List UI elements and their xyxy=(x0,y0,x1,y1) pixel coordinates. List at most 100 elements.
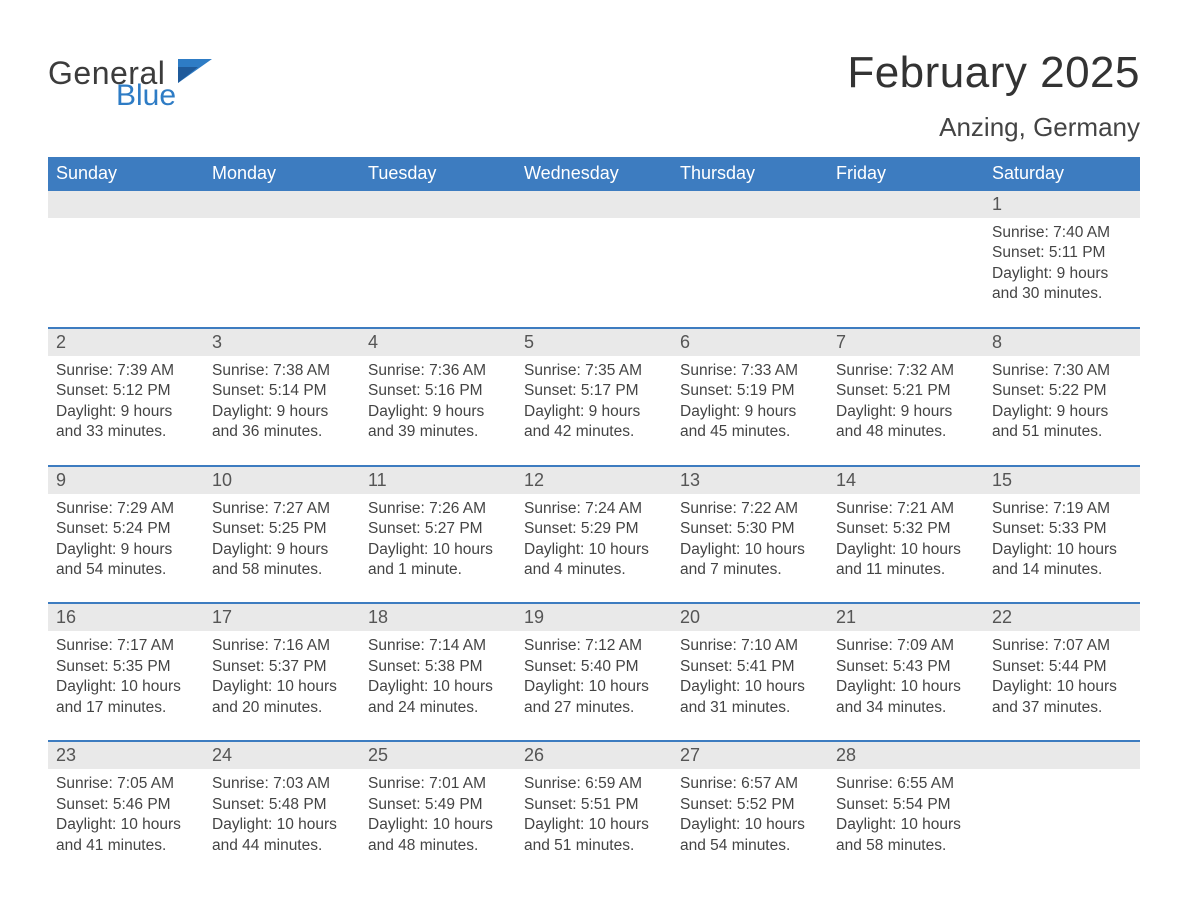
day-detail-line: Daylight: 10 hours xyxy=(836,677,976,697)
day-detail-line: Sunset: 5:51 PM xyxy=(524,795,664,815)
day-detail: Sunrise: 7:26 AMSunset: 5:27 PMDaylight:… xyxy=(360,494,516,591)
day-detail-line: Sunset: 5:17 PM xyxy=(524,381,664,401)
day-detail-line: Sunrise: 7:09 AM xyxy=(836,636,976,656)
day-detail xyxy=(984,769,1140,866)
day-detail: Sunrise: 7:07 AMSunset: 5:44 PMDaylight:… xyxy=(984,631,1140,728)
day-number: 28 xyxy=(828,742,984,769)
day-detail-line: Sunset: 5:37 PM xyxy=(212,657,352,677)
day-number: 19 xyxy=(516,604,672,631)
day-detail-line: and 24 minutes. xyxy=(368,698,508,718)
day-detail-line: and 41 minutes. xyxy=(56,836,196,856)
page-header: General Blue February 2025 Anzing, Germa… xyxy=(48,48,1140,143)
day-detail-line: Sunset: 5:32 PM xyxy=(836,519,976,539)
day-number xyxy=(516,191,672,218)
day-detail: Sunrise: 7:39 AMSunset: 5:12 PMDaylight:… xyxy=(48,356,204,453)
day-number xyxy=(828,191,984,218)
calendar-week: 16171819202122Sunrise: 7:17 AMSunset: 5:… xyxy=(48,602,1140,728)
day-detail-line: Sunset: 5:41 PM xyxy=(680,657,820,677)
day-number: 25 xyxy=(360,742,516,769)
day-detail-line: Sunrise: 7:17 AM xyxy=(56,636,196,656)
day-number: 6 xyxy=(672,329,828,356)
day-detail-line: Daylight: 9 hours xyxy=(992,264,1132,284)
day-number xyxy=(672,191,828,218)
day-detail xyxy=(516,218,672,315)
day-detail-line: and 17 minutes. xyxy=(56,698,196,718)
day-detail: Sunrise: 7:33 AMSunset: 5:19 PMDaylight:… xyxy=(672,356,828,453)
day-number: 8 xyxy=(984,329,1140,356)
day-detail: Sunrise: 7:21 AMSunset: 5:32 PMDaylight:… xyxy=(828,494,984,591)
day-number: 22 xyxy=(984,604,1140,631)
day-detail-line: Daylight: 10 hours xyxy=(680,540,820,560)
day-detail-line: Sunrise: 7:14 AM xyxy=(368,636,508,656)
logo: General Blue xyxy=(48,48,212,111)
day-detail-line: Sunset: 5:30 PM xyxy=(680,519,820,539)
day-number: 1 xyxy=(984,191,1140,218)
day-number: 24 xyxy=(204,742,360,769)
day-detail-line: Daylight: 9 hours xyxy=(212,540,352,560)
day-detail-line: and 44 minutes. xyxy=(212,836,352,856)
day-number xyxy=(204,191,360,218)
day-detail-line: Daylight: 10 hours xyxy=(680,677,820,697)
day-detail-line: Sunset: 5:21 PM xyxy=(836,381,976,401)
day-detail-line: Daylight: 9 hours xyxy=(368,402,508,422)
day-detail: Sunrise: 7:24 AMSunset: 5:29 PMDaylight:… xyxy=(516,494,672,591)
day-number: 23 xyxy=(48,742,204,769)
day-detail: Sunrise: 7:36 AMSunset: 5:16 PMDaylight:… xyxy=(360,356,516,453)
day-detail: Sunrise: 7:27 AMSunset: 5:25 PMDaylight:… xyxy=(204,494,360,591)
day-number: 7 xyxy=(828,329,984,356)
calendar-week: 9101112131415Sunrise: 7:29 AMSunset: 5:2… xyxy=(48,465,1140,591)
flag-icon xyxy=(178,59,212,83)
day-number xyxy=(360,191,516,218)
day-detail-line: and 31 minutes. xyxy=(680,698,820,718)
day-detail-line: Sunset: 5:14 PM xyxy=(212,381,352,401)
day-detail-line: Sunset: 5:29 PM xyxy=(524,519,664,539)
day-detail xyxy=(204,218,360,315)
day-detail-line: Sunset: 5:19 PM xyxy=(680,381,820,401)
day-detail-line: Sunrise: 6:55 AM xyxy=(836,774,976,794)
day-number: 12 xyxy=(516,467,672,494)
day-number: 4 xyxy=(360,329,516,356)
day-detail-line: Sunrise: 7:10 AM xyxy=(680,636,820,656)
day-detail-line: Daylight: 10 hours xyxy=(212,677,352,697)
day-detail-line: and 14 minutes. xyxy=(992,560,1132,580)
day-detail: Sunrise: 7:29 AMSunset: 5:24 PMDaylight:… xyxy=(48,494,204,591)
day-number: 14 xyxy=(828,467,984,494)
day-detail-line: and 30 minutes. xyxy=(992,284,1132,304)
day-detail-line: Sunrise: 7:21 AM xyxy=(836,499,976,519)
day-detail-line: Sunset: 5:12 PM xyxy=(56,381,196,401)
day-detail-line: Daylight: 10 hours xyxy=(524,677,664,697)
day-detail-line: and 45 minutes. xyxy=(680,422,820,442)
day-number: 26 xyxy=(516,742,672,769)
day-detail-line: Sunset: 5:44 PM xyxy=(992,657,1132,677)
day-detail-line: Sunset: 5:38 PM xyxy=(368,657,508,677)
day-detail-line: Daylight: 9 hours xyxy=(836,402,976,422)
weekday-header-cell: Sunday xyxy=(48,157,204,191)
day-number: 27 xyxy=(672,742,828,769)
day-detail-line: and 1 minute. xyxy=(368,560,508,580)
day-number: 16 xyxy=(48,604,204,631)
week-daynum-row: 9101112131415 xyxy=(48,465,1140,494)
day-detail: Sunrise: 7:16 AMSunset: 5:37 PMDaylight:… xyxy=(204,631,360,728)
day-detail-line: Daylight: 9 hours xyxy=(524,402,664,422)
weekday-header-cell: Saturday xyxy=(984,157,1140,191)
day-detail: Sunrise: 7:03 AMSunset: 5:48 PMDaylight:… xyxy=(204,769,360,866)
day-detail xyxy=(48,218,204,315)
day-detail-line: Sunrise: 7:22 AM xyxy=(680,499,820,519)
day-detail-line: Daylight: 10 hours xyxy=(56,815,196,835)
day-detail: Sunrise: 7:12 AMSunset: 5:40 PMDaylight:… xyxy=(516,631,672,728)
day-detail-line: Sunset: 5:43 PM xyxy=(836,657,976,677)
day-detail xyxy=(672,218,828,315)
day-detail-line: and 27 minutes. xyxy=(524,698,664,718)
day-detail-line: Sunrise: 7:03 AM xyxy=(212,774,352,794)
day-detail-line: Sunset: 5:25 PM xyxy=(212,519,352,539)
day-detail-line: Sunrise: 7:07 AM xyxy=(992,636,1132,656)
day-detail-line: Daylight: 9 hours xyxy=(56,402,196,422)
day-number: 15 xyxy=(984,467,1140,494)
day-detail-line: and 36 minutes. xyxy=(212,422,352,442)
day-detail-line: Daylight: 10 hours xyxy=(680,815,820,835)
day-detail-line: Sunset: 5:33 PM xyxy=(992,519,1132,539)
day-detail-line: Daylight: 10 hours xyxy=(368,815,508,835)
day-detail: Sunrise: 6:59 AMSunset: 5:51 PMDaylight:… xyxy=(516,769,672,866)
week-daynum-row: 2345678 xyxy=(48,327,1140,356)
day-detail-line: and 54 minutes. xyxy=(56,560,196,580)
